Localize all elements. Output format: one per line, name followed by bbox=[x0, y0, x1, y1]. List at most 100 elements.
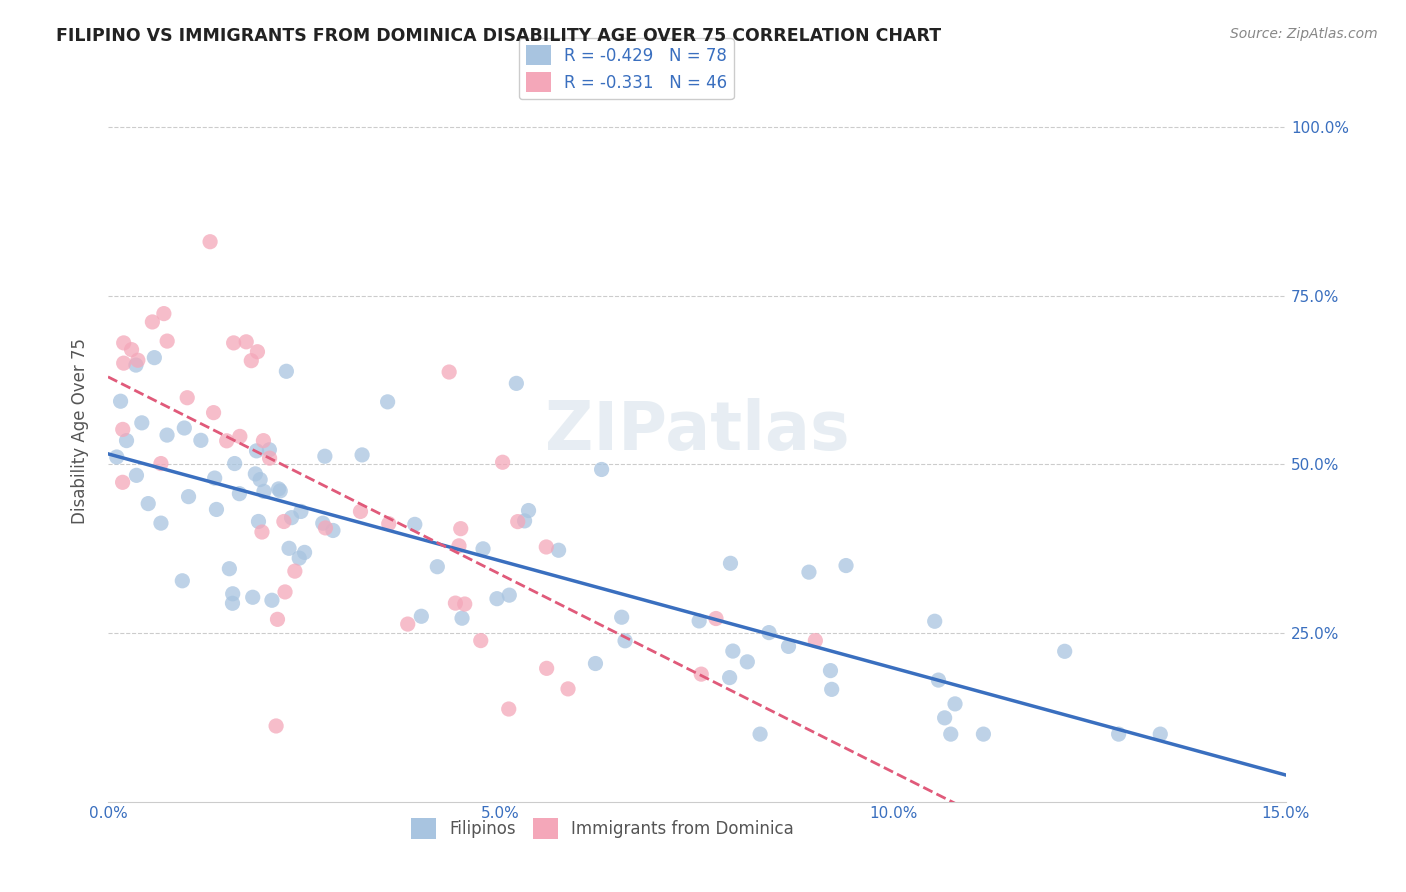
Point bbox=[927, 673, 949, 687]
Point bbox=[245, 467, 267, 481]
Point bbox=[498, 702, 520, 716]
Point bbox=[218, 562, 240, 576]
Point bbox=[172, 574, 194, 588]
Point bbox=[115, 434, 138, 448]
Point bbox=[247, 515, 270, 529]
Point bbox=[259, 451, 281, 466]
Point bbox=[450, 522, 472, 536]
Point bbox=[121, 343, 143, 357]
Point bbox=[447, 539, 470, 553]
Point bbox=[149, 457, 172, 471]
Point bbox=[506, 515, 529, 529]
Point bbox=[153, 307, 176, 321]
Point bbox=[125, 358, 148, 372]
Point bbox=[229, 429, 252, 443]
Point bbox=[758, 625, 780, 640]
Point bbox=[404, 517, 426, 532]
Point bbox=[721, 644, 744, 658]
Point bbox=[377, 395, 399, 409]
Point bbox=[260, 593, 283, 607]
Y-axis label: Disability Age Over 75: Disability Age Over 75 bbox=[72, 337, 89, 524]
Point bbox=[377, 516, 399, 531]
Point bbox=[222, 587, 245, 601]
Point bbox=[253, 484, 276, 499]
Point bbox=[149, 516, 172, 530]
Point bbox=[821, 682, 844, 697]
Point bbox=[110, 394, 132, 409]
Point bbox=[274, 585, 297, 599]
Point bbox=[112, 356, 135, 370]
Point bbox=[259, 442, 281, 457]
Point bbox=[273, 515, 295, 529]
Point bbox=[278, 541, 301, 556]
Point bbox=[276, 364, 298, 378]
Point bbox=[737, 655, 759, 669]
Point bbox=[517, 503, 540, 517]
Point bbox=[215, 434, 238, 448]
Point bbox=[228, 486, 250, 500]
Legend: Filipinos, Immigrants from Dominica: Filipinos, Immigrants from Dominica bbox=[405, 812, 801, 846]
Point bbox=[591, 462, 613, 476]
Point bbox=[352, 448, 374, 462]
Point bbox=[314, 521, 336, 535]
Point bbox=[547, 543, 569, 558]
Point bbox=[444, 596, 467, 610]
Point bbox=[396, 617, 419, 632]
Point bbox=[264, 719, 287, 733]
Point bbox=[718, 671, 741, 685]
Point bbox=[557, 681, 579, 696]
Point bbox=[284, 564, 307, 578]
Point bbox=[614, 633, 637, 648]
Point bbox=[437, 365, 460, 379]
Point bbox=[704, 611, 727, 625]
Point bbox=[924, 614, 946, 628]
Point bbox=[221, 596, 243, 610]
Point bbox=[349, 504, 371, 518]
Point bbox=[111, 475, 134, 490]
Point bbox=[235, 334, 257, 349]
Point bbox=[111, 422, 134, 436]
Point bbox=[105, 450, 128, 464]
Point bbox=[451, 611, 474, 625]
Point bbox=[176, 391, 198, 405]
Text: Source: ZipAtlas.com: Source: ZipAtlas.com bbox=[1230, 27, 1378, 41]
Point bbox=[491, 455, 513, 469]
Point bbox=[820, 664, 842, 678]
Point bbox=[202, 406, 225, 420]
Point bbox=[294, 545, 316, 559]
Point bbox=[322, 524, 344, 538]
Point bbox=[472, 541, 495, 556]
Point bbox=[242, 591, 264, 605]
Point bbox=[585, 657, 607, 671]
Point bbox=[778, 640, 800, 654]
Point bbox=[610, 610, 633, 624]
Point bbox=[204, 471, 226, 485]
Point bbox=[290, 504, 312, 518]
Point bbox=[125, 468, 148, 483]
Point bbox=[280, 510, 302, 524]
Point bbox=[536, 661, 558, 675]
Point bbox=[141, 315, 163, 329]
Point bbox=[240, 353, 263, 368]
Point bbox=[205, 502, 228, 516]
Point bbox=[224, 457, 246, 471]
Point bbox=[835, 558, 858, 573]
Point bbox=[269, 483, 291, 498]
Point bbox=[1053, 644, 1076, 658]
Point bbox=[198, 235, 221, 249]
Point bbox=[688, 614, 710, 628]
Text: FILIPINO VS IMMIGRANTS FROM DOMINICA DISABILITY AGE OVER 75 CORRELATION CHART: FILIPINO VS IMMIGRANTS FROM DOMINICA DIS… bbox=[56, 27, 942, 45]
Point bbox=[136, 497, 159, 511]
Point bbox=[312, 516, 335, 531]
Point bbox=[690, 667, 713, 681]
Point bbox=[252, 434, 274, 448]
Point bbox=[939, 727, 962, 741]
Point bbox=[943, 697, 966, 711]
Point bbox=[720, 557, 742, 571]
Point bbox=[190, 434, 212, 448]
Point bbox=[972, 727, 994, 741]
Point bbox=[177, 490, 200, 504]
Point bbox=[156, 334, 179, 348]
Point bbox=[112, 335, 135, 350]
Point bbox=[485, 591, 508, 606]
